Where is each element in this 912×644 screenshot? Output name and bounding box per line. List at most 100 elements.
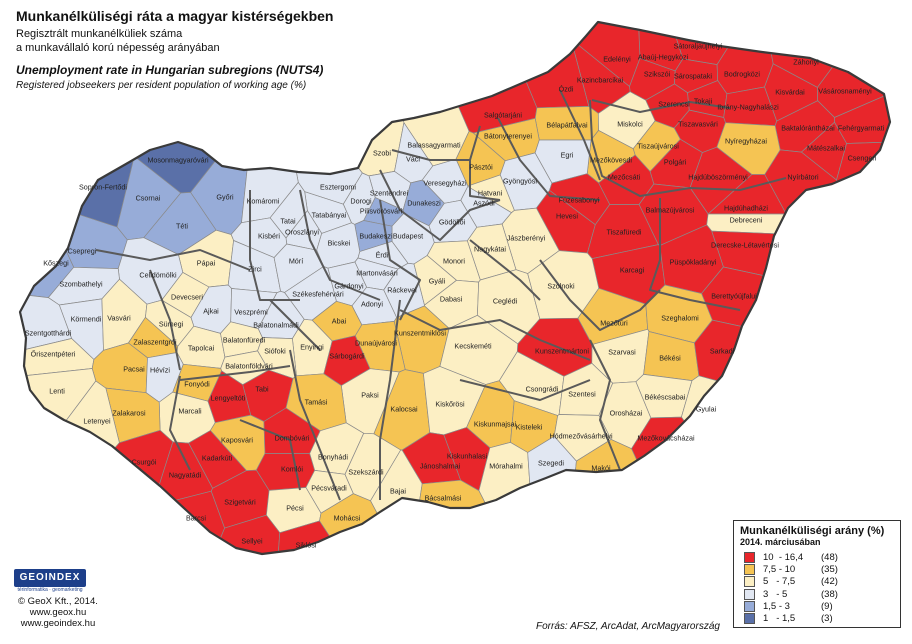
- credits-url-geoindex[interactable]: www.geoindex.hu: [20, 618, 96, 629]
- subtitle-hungarian-line2: a munkavállaló korú népesség arányában: [16, 42, 220, 54]
- subregion-label: Székesfehérvári: [292, 290, 344, 299]
- subregion-label: Kunszentmártoni: [535, 347, 589, 356]
- title-block: Munkanélküliségi ráta a magyar kistérség…: [16, 8, 333, 91]
- subregion-label: Békési: [659, 354, 681, 363]
- subregion-label: Záhonyi: [793, 58, 819, 67]
- subregion-label: Abaúj-Hegyközi: [638, 53, 689, 62]
- subregion-label: Balatonfüredi: [223, 336, 266, 345]
- subregion-label: Gyöngyösi: [503, 177, 537, 186]
- subregion-label: Lengyeltóti: [211, 394, 246, 403]
- subregion-label: Vasvári: [107, 314, 131, 323]
- legend-row: 5 - 7,5 (42): [740, 576, 894, 588]
- subregion-area[interactable]: [176, 514, 281, 644]
- subregion-label: Bajai: [390, 487, 406, 496]
- subregion-area[interactable]: [271, 520, 401, 644]
- subregion-label: Esztergomi: [320, 183, 356, 192]
- legend-count: (48): [821, 551, 838, 563]
- subregion-label: Nagyatádi: [169, 471, 202, 480]
- subregion-label: Bátonyterenyei: [484, 132, 532, 141]
- credits-url-geox[interactable]: www.geox.hu: [29, 607, 87, 618]
- subregion-label: Kiskőrösi: [435, 400, 465, 409]
- subregion-label: Budapest: [393, 232, 423, 241]
- subregion-label: Gárdonyi: [334, 282, 364, 291]
- subregion-label: Fonyódi: [184, 380, 210, 389]
- legend-range: 7,5 - 10: [763, 563, 796, 575]
- subregion-label: Kőszegi: [43, 259, 69, 268]
- geoindex-logo-tagline: térinformatika · geomarketing: [17, 587, 83, 593]
- subtitle-hungarian-line1: Regisztrált munkanélküliek száma: [16, 28, 183, 40]
- subregion-label: Füzesabonyi: [559, 196, 600, 205]
- legend-range: 1 - 1,5: [763, 613, 796, 625]
- subregion-label: Derecske-Létavértesi: [711, 241, 779, 250]
- subregion-label: Szerencsi: [658, 100, 690, 109]
- subregion-label: Tokaji: [694, 97, 713, 106]
- subregion-label: Mórí: [289, 257, 303, 266]
- subregion-label: Bonyhádi: [318, 453, 348, 462]
- subregion-label: Baktalórántházai: [781, 124, 835, 133]
- subregion-label: Érdi: [376, 251, 389, 260]
- subregion-label: Sellyei: [241, 537, 263, 546]
- legend-swatch: [744, 576, 755, 588]
- subregion-label: Orosházai: [610, 409, 643, 418]
- subregion-label: Nagykátai: [474, 245, 506, 254]
- subregion-label: Devecseri: [171, 293, 203, 302]
- subregion-label: Hatvani: [478, 189, 503, 198]
- subregion-label: Győri: [216, 193, 234, 202]
- subregion-label: Szolnoki: [547, 282, 575, 291]
- subregion-area[interactable]: [0, 368, 97, 510]
- subregion-label: Mórahalmi: [489, 462, 523, 471]
- legend-count: (35): [821, 563, 838, 575]
- legend-range: 5 - 7,5: [763, 576, 796, 588]
- title-english: Unemployment rate in Hungarian subregion…: [16, 63, 324, 77]
- subregion-label: Zalakarosi: [112, 409, 146, 418]
- subregion-area[interactable]: [694, 319, 912, 435]
- legend-row: 1,5 - 3 (9): [740, 600, 894, 612]
- legend-range: 1,5 - 3: [763, 600, 790, 612]
- subregion-label: Barcsi: [186, 514, 206, 523]
- subregion-label: Gyulai: [696, 405, 717, 414]
- subregion-label: Sárospataki: [674, 72, 712, 81]
- subregion-label: Letenyei: [83, 417, 111, 426]
- subregion-area[interactable]: [836, 140, 912, 334]
- subregion-label: Tatai: [280, 217, 296, 226]
- subregion-label: Szekszárdi: [348, 468, 384, 477]
- subregion-label: Tatabányai: [312, 211, 347, 220]
- subregion-label: Szeghalomi: [661, 314, 699, 323]
- subregion-label: Mátészalkai: [807, 144, 845, 153]
- subregion-label: Bácsalmási: [425, 494, 462, 503]
- subregion-label: Salgótarjáni: [484, 111, 522, 120]
- legend-swatch: [744, 563, 755, 575]
- subregion-label: Siklósi: [296, 541, 317, 550]
- subregion-label: Kalocsai: [390, 405, 418, 414]
- subregion-label: Enyingi: [300, 343, 324, 352]
- subregion-label: Komáromi: [247, 197, 280, 206]
- subregion-label: Tamási: [305, 398, 328, 407]
- subregion-label: Mohácsi: [334, 514, 361, 523]
- subregion-label: Szentgotthárdi: [25, 329, 72, 338]
- subregion-label: Dorogi: [350, 197, 372, 206]
- subregion-label: Dunaújvárosi: [355, 339, 397, 348]
- legend-swatch: [744, 588, 755, 600]
- subregion-label: Hajdúböszörményi: [688, 173, 748, 182]
- subregion-label: Marcali: [178, 407, 202, 416]
- subregion-label: Mezőkövesdi: [590, 156, 632, 165]
- subregion-label: Bicskei: [328, 239, 351, 248]
- subregion-label: Körmendi: [71, 315, 102, 324]
- subregion-label: Balatonalmádi: [253, 321, 299, 330]
- subregion-label: Pacsai: [123, 365, 145, 374]
- subregion-label: Pécsi: [286, 504, 304, 513]
- subregion-label: Hévízi: [150, 366, 170, 375]
- subregion-label: Vásárosnaményi: [818, 87, 872, 96]
- subregion-area[interactable]: [817, 0, 912, 118]
- subregion-label: Sátoraljaújhelyi: [674, 42, 723, 51]
- legend-title: Munkanélküliségi arány (%): [740, 525, 885, 537]
- subregion-label: Hevesi: [556, 212, 578, 221]
- credits: © GeoX Kft., 2014. www.geox.hu www.geoin…: [12, 596, 104, 629]
- subregion-label: Jászberényi: [507, 234, 546, 243]
- subregion-label: Mezőtúri: [600, 319, 628, 328]
- subregion-label: Sárbogárdi: [329, 352, 365, 361]
- subregion-label: Szentendrei: [370, 189, 409, 198]
- subregion-label: Debreceni: [730, 216, 763, 225]
